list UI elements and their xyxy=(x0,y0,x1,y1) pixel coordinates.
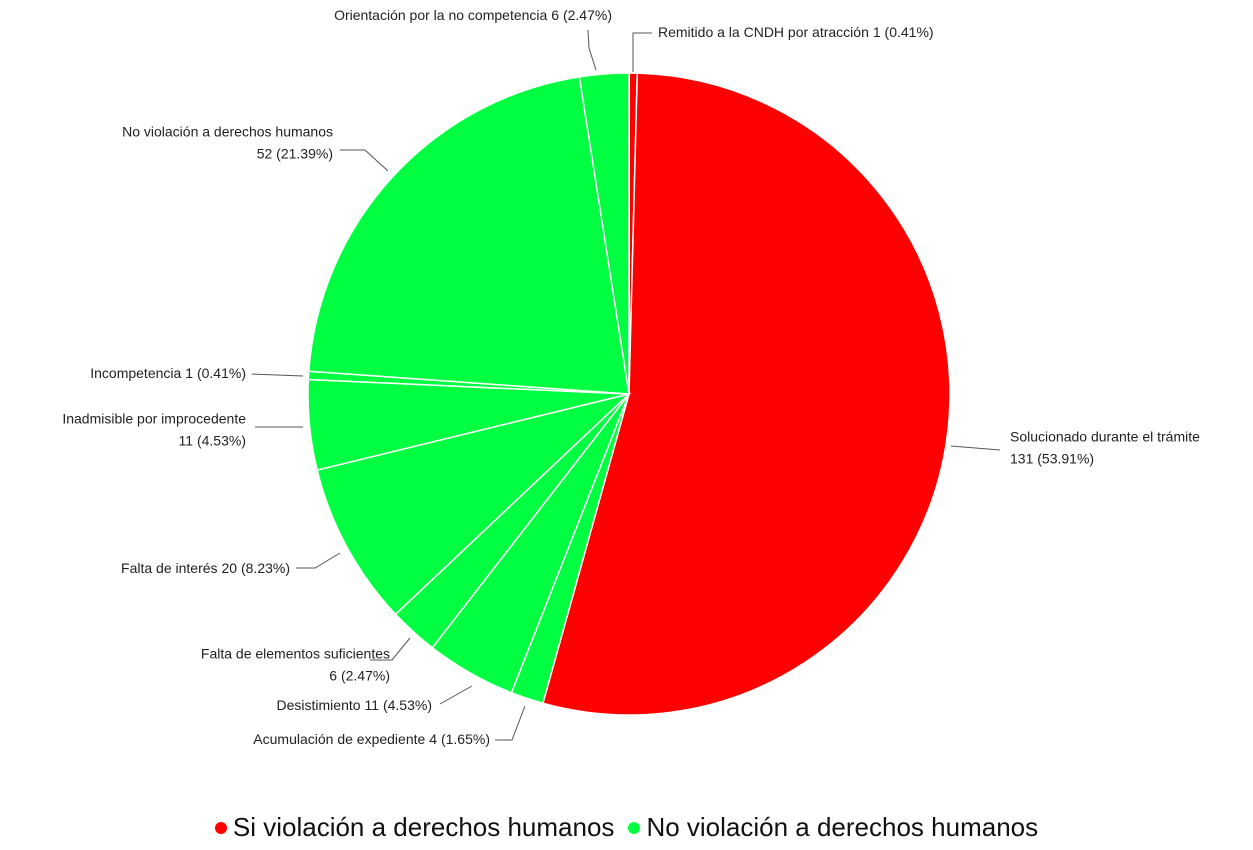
slice-value-label: 11 (4.53%) xyxy=(179,433,246,449)
slice-label-group: Incompetencia 1 (0.41%) xyxy=(90,365,246,381)
slice-label: Falta de interés xyxy=(121,560,218,576)
pie-slice xyxy=(316,392,632,616)
slice-label: Falta de elementos suficientes xyxy=(201,646,390,662)
legend-item: No violación a derechos humanos xyxy=(628,812,1038,843)
slice-value-label: 6 (2.47%) xyxy=(551,7,612,23)
slice-label: Solucionado durante el trámite xyxy=(1010,429,1200,445)
leader-line xyxy=(632,32,652,72)
slice-label: Acumulación de expediente xyxy=(253,731,425,747)
slice-value-label: 131 (53.91%) xyxy=(1010,451,1094,467)
leader-line xyxy=(495,705,526,741)
slice-label: Desistimiento xyxy=(277,697,361,713)
slice-value-label: 20 (8.23%) xyxy=(222,560,290,576)
leader-line xyxy=(370,637,411,661)
leader-line xyxy=(439,685,473,705)
slice-label-group: Remitido a la CNDH por atracción 1 (0.41%… xyxy=(658,24,934,40)
leader-line xyxy=(340,149,389,172)
leader-line xyxy=(950,445,1001,451)
leader-line xyxy=(296,552,341,569)
slice-label: Orientación por la no competencia xyxy=(334,7,547,23)
slice-value-label: 1 (0.41%) xyxy=(185,365,246,381)
slice-label: Incompetencia xyxy=(90,365,181,381)
slice-label-group: Orientación por la no competencia 6 (2.47… xyxy=(334,7,612,23)
slice-label: Remitido a la CNDH por atracción xyxy=(658,24,869,40)
pie-slice xyxy=(541,72,951,716)
slice-label: Inadmisible por improcedente xyxy=(62,411,246,427)
slice-label-group: Acumulación de expediente 4 (1.65%) xyxy=(253,731,490,747)
legend-swatch xyxy=(214,821,227,834)
legend-label: No violación a derechos humanos xyxy=(646,812,1039,842)
legend-item: Si violación a derechos humanos xyxy=(214,812,615,843)
slice-value-label: 6 (2.47%) xyxy=(329,668,390,684)
slice-value-label: 4 (1.65%) xyxy=(429,731,490,747)
leader-line xyxy=(587,29,597,71)
pie-slice xyxy=(578,72,630,395)
slice-value-label: 11 (4.53%) xyxy=(365,697,432,713)
pie-slice xyxy=(308,75,630,395)
legend-swatch xyxy=(628,821,641,834)
leader-line xyxy=(251,373,304,377)
chart: Remitido a la CNDH por atracción 1 (0.41%… xyxy=(62,7,1200,747)
legend-label: Si violación a derechos humanos xyxy=(232,812,615,842)
slice-label-group: Desistimiento 11 (4.53%) xyxy=(277,697,432,713)
slice-label-group: Falta de interés 20 (8.23%) xyxy=(121,560,290,576)
slice-value-label: 52 (21.39%) xyxy=(257,146,333,162)
legend: Si violación a derechos humanos No violac… xyxy=(0,812,1253,843)
slice-value-label: 1 (0.41%) xyxy=(873,24,934,40)
slice-label: No violación a derechos humanos xyxy=(122,124,333,140)
